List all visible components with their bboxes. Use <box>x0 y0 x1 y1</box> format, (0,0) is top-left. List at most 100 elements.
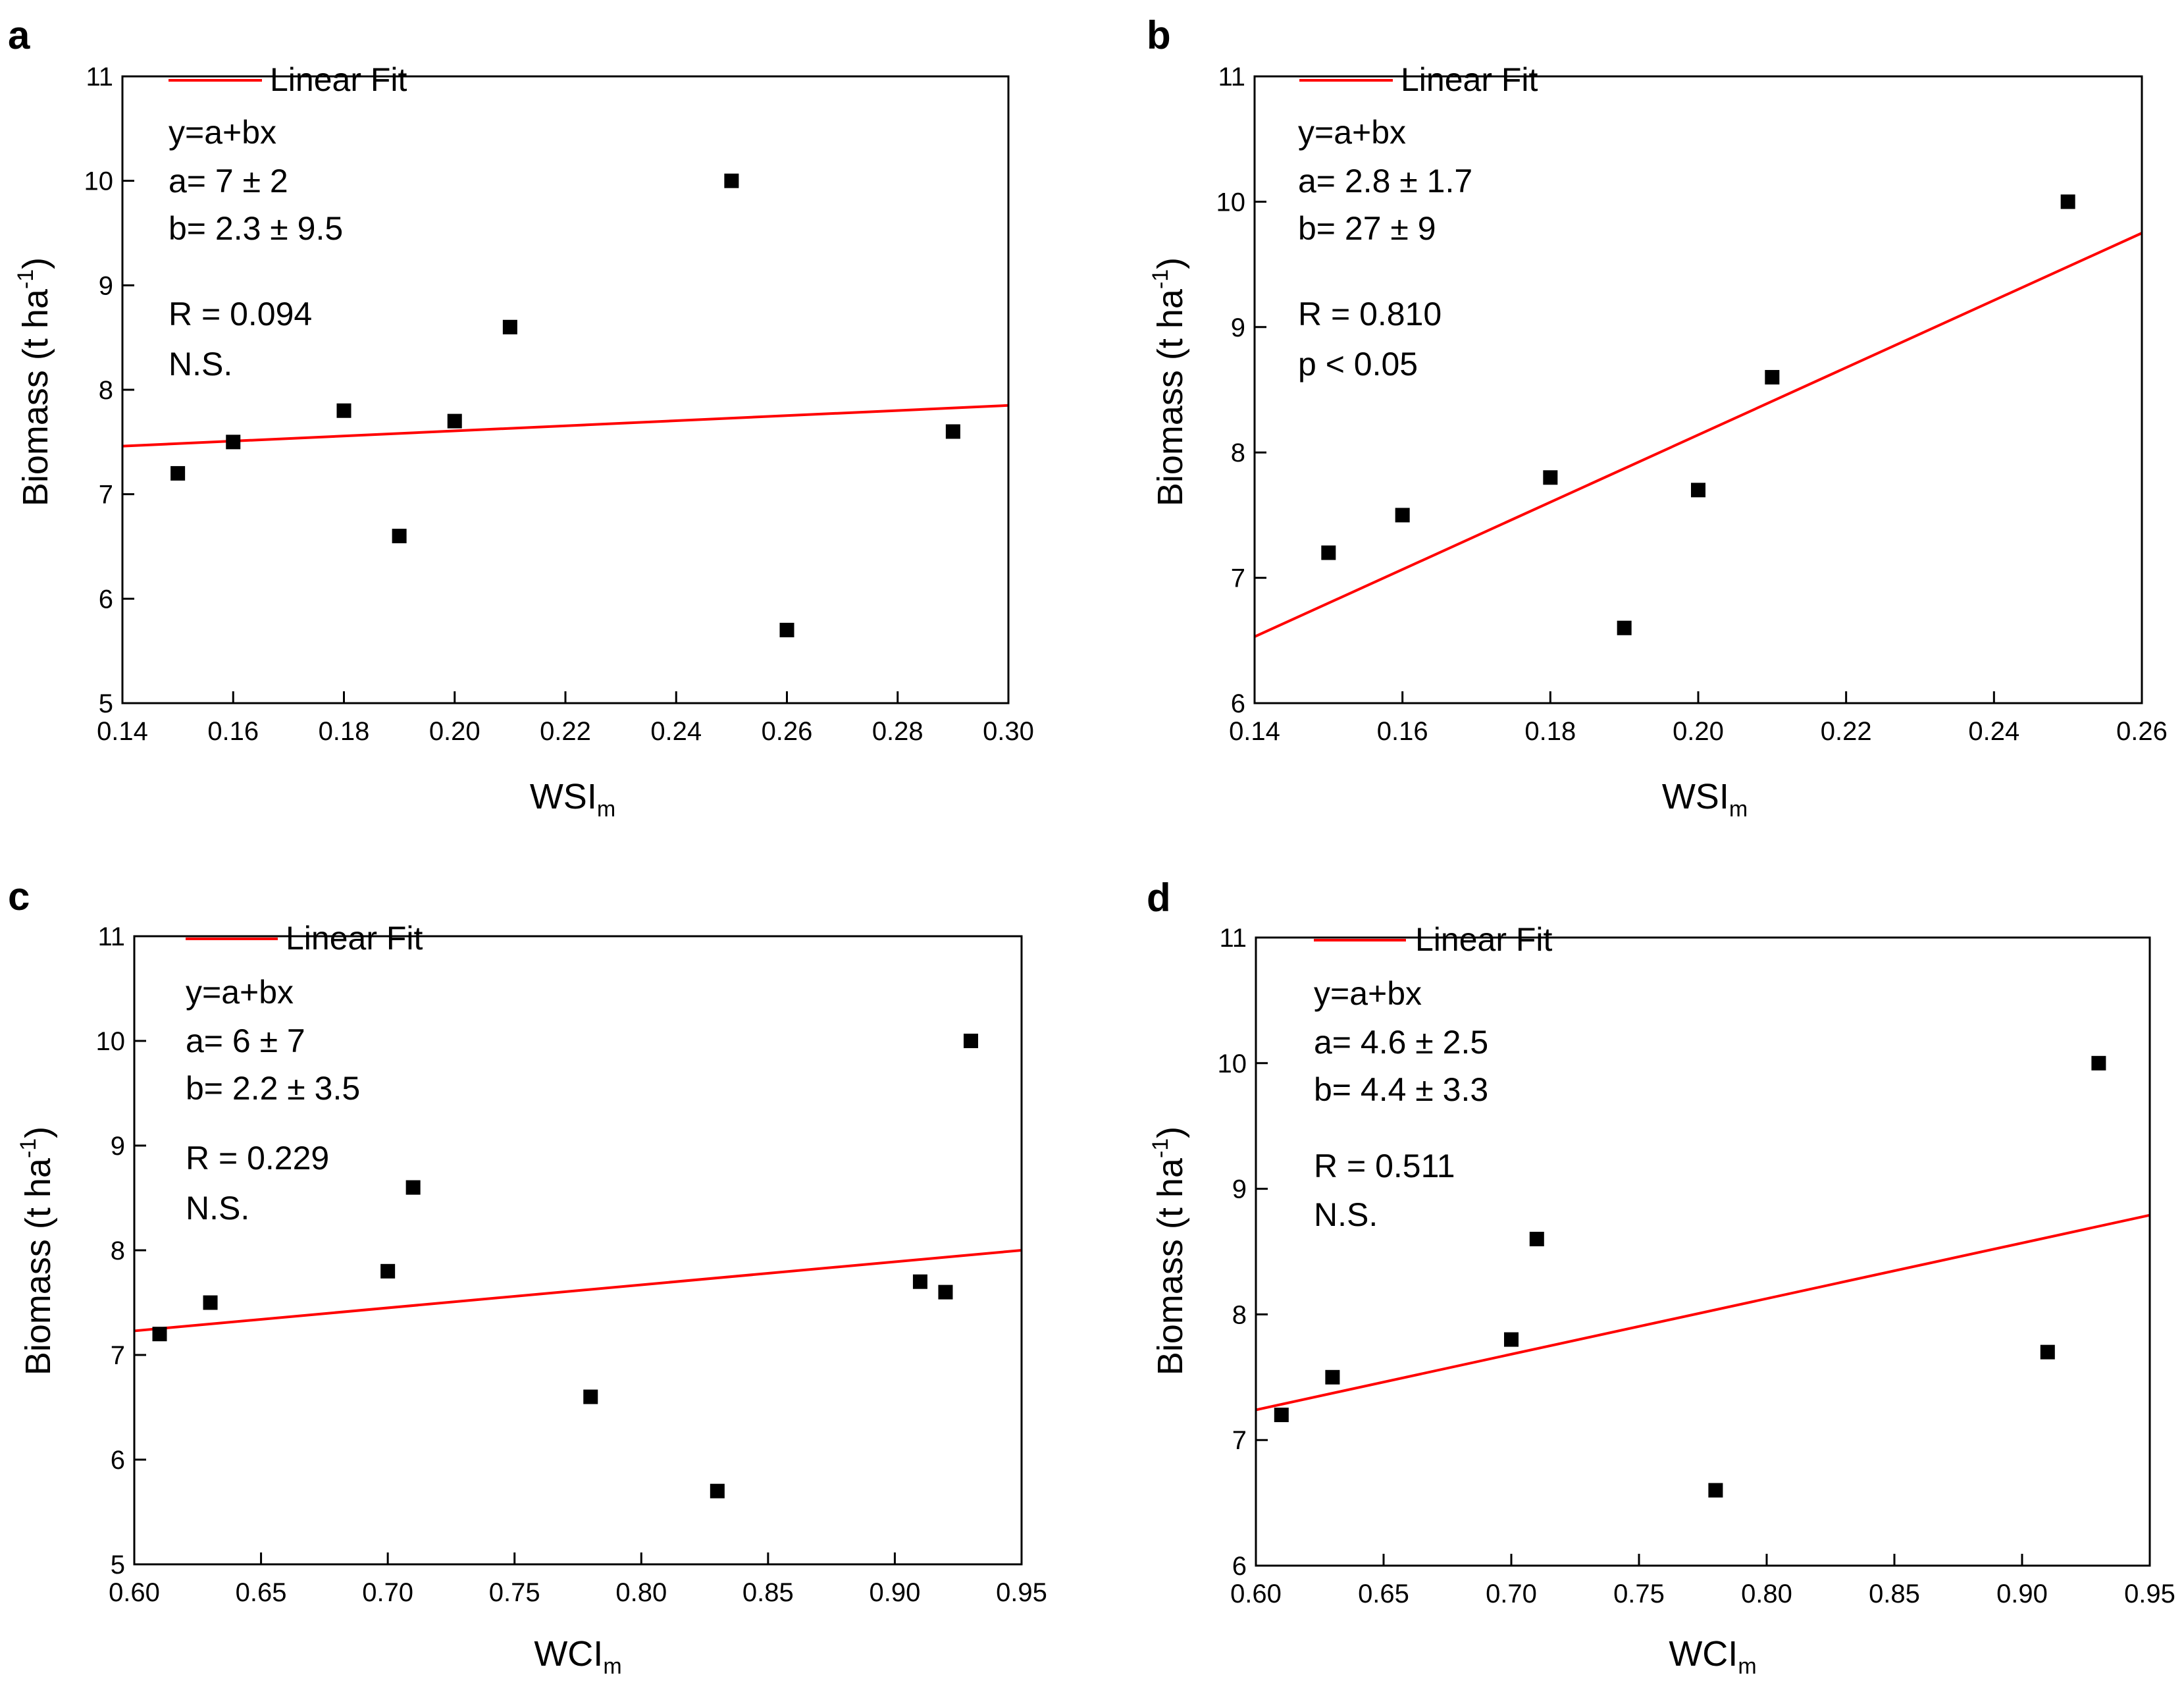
panel-b-ytick-label: 7 <box>1231 564 1245 593</box>
panel-d-ytick-label: 10 <box>1218 1049 1247 1078</box>
panel-a: a 0.14 0.16 0.18 0.20 0.22 0.24 0.26 0.28 0.30 5 6… <box>8 13 1034 822</box>
panel-c-ytick-label: 6 <box>111 1446 125 1475</box>
panel-a-data-point <box>502 319 517 334</box>
panel-d-data-point <box>1504 1332 1519 1347</box>
panel-c-ylabel: Biomass (t ha-1) <box>16 1126 58 1375</box>
panel-b: b 0.14 0.16 0.18 0.20 0.22 0.24 0.26 6 7 8 9 10 11 L… <box>1147 13 2168 822</box>
panel-label-c: c <box>8 874 30 918</box>
panel-a-significance: N.S. <box>169 346 232 383</box>
panel-label-a: a <box>8 13 30 57</box>
panel-c-data-point <box>380 1263 396 1279</box>
panel-d-ytick-label: 9 <box>1232 1175 1247 1204</box>
panel-c-xtick-label: 0.60 <box>109 1578 160 1607</box>
panel-d-legend: Linear Fit <box>1314 921 1553 958</box>
panel-c-significance: N.S. <box>186 1190 249 1227</box>
panel-a-xtick-label: 0.28 <box>872 717 923 746</box>
panel-d-intercept: a= 4.6 ± 2.5 <box>1314 1024 1488 1061</box>
panel-a-xtick-label: 0.26 <box>762 717 813 746</box>
panel-a-data-point <box>170 465 186 481</box>
panel-b-xtick-label: 0.16 <box>1377 717 1428 746</box>
panel-c-legend-label: Linear Fit <box>286 920 423 957</box>
panel-a-ytick-label: 9 <box>99 271 113 300</box>
panel-d-ytick-label: 7 <box>1232 1426 1247 1455</box>
panel-d-xtick-label: 0.80 <box>1741 1579 1792 1608</box>
panel-c-data-point <box>583 1389 598 1404</box>
panel-b-xtick-label: 0.22 <box>1821 717 1872 746</box>
panel-a-data-point <box>724 173 739 188</box>
panel-d-points <box>1274 1055 2106 1498</box>
panel-d-data-point <box>1325 1369 1340 1385</box>
panel-c-xtick-label: 0.80 <box>615 1578 667 1607</box>
panel-c-data-point <box>203 1295 218 1310</box>
panel-b-ytick-label: 9 <box>1231 313 1245 342</box>
panel-a-points <box>170 173 960 637</box>
panel-a-intercept: a= 7 ± 2 <box>169 163 288 199</box>
panel-c-intercept: a= 6 ± 7 <box>186 1022 305 1059</box>
panel-c-equation: y=a+bx <box>186 974 294 1011</box>
panel-c-xtick-label: 0.85 <box>742 1578 794 1607</box>
panel-label-b: b <box>1147 13 1171 57</box>
panel-d-ytick-label: 8 <box>1232 1300 1247 1329</box>
panel-d-ytick-label: 6 <box>1232 1552 1247 1581</box>
panel-b-data-point <box>1543 470 1558 485</box>
panel-b-ytick-label: 6 <box>1231 689 1245 718</box>
panel-c-ytick-label: 8 <box>111 1236 125 1265</box>
panel-c-xtick-label: 0.65 <box>236 1578 287 1607</box>
panel-d-xlabel: WCIm <box>1669 1634 1756 1679</box>
panel-a-slope: b= 2.3 ± 9.5 <box>169 210 343 247</box>
panel-c-data-point <box>938 1285 953 1300</box>
panel-b-data-point <box>1395 508 1410 523</box>
panel-c-ytick-label: 7 <box>111 1341 125 1370</box>
panel-c-xlabel: WCIm <box>534 1634 621 1679</box>
panel-b-xtick-label: 0.18 <box>1524 717 1576 746</box>
panel-d-significance: N.S. <box>1314 1196 1378 1233</box>
panel-b-data-point <box>2060 194 2075 209</box>
panel-b-data-point <box>1765 369 1780 384</box>
panel-d-legend-label: Linear Fit <box>1415 921 1553 958</box>
panel-c-fit-line <box>134 1249 1022 1333</box>
panel-a-ylabel: Biomass (t ha-1) <box>13 257 55 506</box>
panel-d-xtick-label: 0.90 <box>1996 1579 2048 1608</box>
panel-a-data-point <box>945 424 960 439</box>
panel-d-xtick-label: 0.75 <box>1613 1579 1665 1608</box>
panel-a-legend-label: Linear Fit <box>270 61 407 98</box>
panel-d-xtick-label: 0.60 <box>1230 1579 1282 1608</box>
panel-c-data-point <box>405 1180 421 1195</box>
panel-b-fit-line <box>1254 232 2143 638</box>
panel-a-xtick-label: 0.20 <box>429 717 481 746</box>
panel-a-ytick-label: 7 <box>99 481 113 510</box>
panel-d-data-point <box>1274 1408 1289 1423</box>
panel-c-ytick-label: 11 <box>97 922 125 951</box>
panel-d-xtick-label: 0.95 <box>2124 1579 2175 1608</box>
panel-d-ytick-label: 11 <box>1219 924 1247 953</box>
panel-a-xlabel: WSIm <box>530 777 615 822</box>
panel-b-data-point <box>1617 620 1632 635</box>
panel-d-r-value: R = 0.511 <box>1314 1148 1455 1184</box>
panel-b-xlabel: WSIm <box>1662 777 1748 822</box>
panel-a-r-value: R = 0.094 <box>169 296 312 332</box>
panel-d-data-point <box>1708 1483 1723 1498</box>
panel-c-ytick-label: 5 <box>111 1550 125 1579</box>
panel-a-legend: Linear Fit <box>169 61 407 98</box>
panel-a-data-point <box>779 622 794 637</box>
panel-d-data-point <box>1529 1231 1544 1246</box>
panel-c-legend: Linear Fit <box>186 920 423 957</box>
panel-d-slope: b= 4.4 ± 3.3 <box>1314 1071 1488 1108</box>
panel-c-slope: b= 2.2 ± 3.5 <box>186 1070 360 1107</box>
panel-c-ytick-label: 10 <box>96 1027 126 1056</box>
panel-d-frame <box>1255 936 2151 1567</box>
panel-a-frame <box>121 75 1010 704</box>
panel-c-r-value: R = 0.229 <box>186 1140 329 1177</box>
panel-b-legend: Linear Fit <box>1299 61 1538 98</box>
panel-d-equation: y=a+bx <box>1314 975 1422 1012</box>
panel-d-xtick-label: 0.85 <box>1869 1579 1920 1608</box>
panel-b-slope: b= 27 ± 9 <box>1298 210 1436 247</box>
panel-a-ytick-label: 6 <box>99 585 113 614</box>
panel-a-ytick-label: 10 <box>84 167 114 196</box>
panel-d-xtick-label: 0.70 <box>1486 1579 1537 1608</box>
panel-c-data-point <box>912 1274 927 1289</box>
panel-b-fit <box>1254 232 2143 638</box>
panel-c-xtick-label: 0.70 <box>362 1578 413 1607</box>
panel-b-data-point <box>1321 545 1336 560</box>
